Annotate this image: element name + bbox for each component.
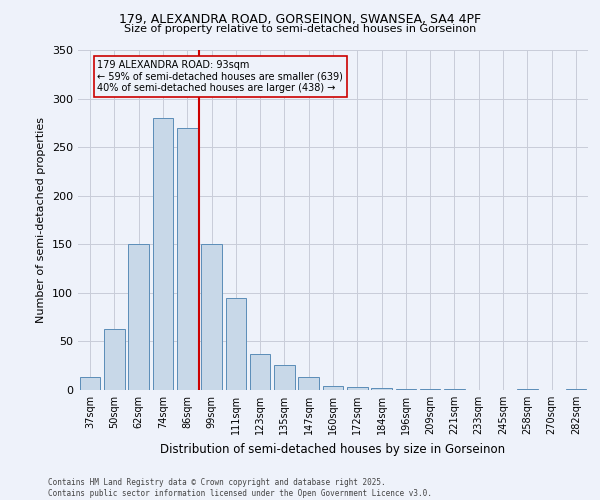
Bar — [80, 378, 100, 390]
Bar — [177, 128, 197, 390]
Bar — [226, 298, 246, 390]
Bar — [347, 387, 368, 390]
Text: Size of property relative to semi-detached houses in Gorseinon: Size of property relative to semi-detach… — [124, 24, 476, 34]
Y-axis label: Number of semi-detached properties: Number of semi-detached properties — [37, 117, 46, 323]
Text: Contains HM Land Registry data © Crown copyright and database right 2025.
Contai: Contains HM Land Registry data © Crown c… — [48, 478, 432, 498]
Bar — [104, 329, 125, 390]
Text: 179 ALEXANDRA ROAD: 93sqm
← 59% of semi-detached houses are smaller (639)
40% of: 179 ALEXANDRA ROAD: 93sqm ← 59% of semi-… — [97, 60, 343, 93]
Bar — [323, 386, 343, 390]
Bar — [274, 364, 295, 390]
X-axis label: Distribution of semi-detached houses by size in Gorseinon: Distribution of semi-detached houses by … — [160, 442, 506, 456]
Bar — [566, 389, 586, 390]
Bar — [128, 244, 149, 390]
Bar — [250, 354, 271, 390]
Text: 179, ALEXANDRA ROAD, GORSEINON, SWANSEA, SA4 4PF: 179, ALEXANDRA ROAD, GORSEINON, SWANSEA,… — [119, 12, 481, 26]
Bar — [152, 118, 173, 390]
Bar — [420, 389, 440, 390]
Bar — [395, 389, 416, 390]
Bar — [298, 378, 319, 390]
Bar — [201, 244, 222, 390]
Bar — [444, 389, 465, 390]
Bar — [517, 389, 538, 390]
Bar — [371, 388, 392, 390]
